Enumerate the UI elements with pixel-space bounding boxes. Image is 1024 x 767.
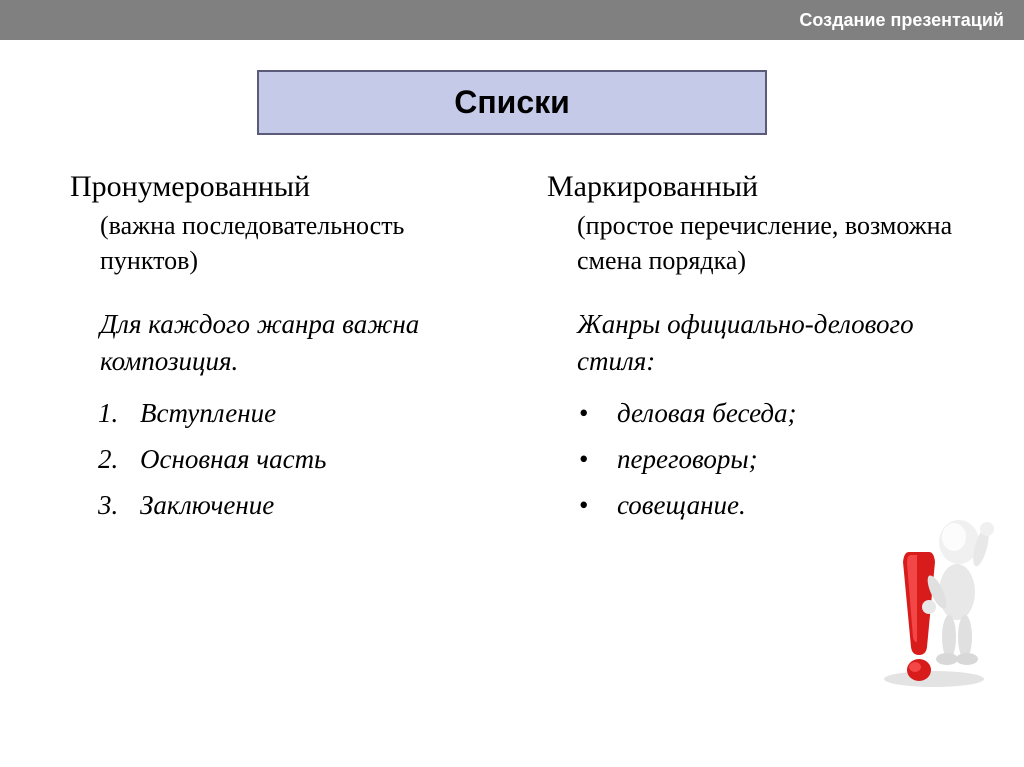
right-intro: Жанры официально-делового стиля: bbox=[547, 306, 974, 379]
left-intro: Для каждого жанра важна композиция. bbox=[70, 306, 497, 379]
header-label: Создание презентаций bbox=[799, 10, 1004, 31]
slide-title-box: Списки bbox=[257, 70, 767, 135]
list-item: деловая беседа; bbox=[547, 391, 974, 437]
mascot-icon bbox=[869, 507, 999, 687]
right-column: Маркированный (простое перечисление, воз… bbox=[547, 170, 974, 529]
content-columns: Пронумерованный (важна последовательност… bbox=[0, 170, 1024, 529]
list-item: Основная часть bbox=[70, 437, 497, 483]
left-column: Пронумерованный (важна последовательност… bbox=[70, 170, 497, 529]
left-sub: (важна последовательность пунктов) bbox=[70, 208, 497, 278]
numbered-list: Вступление Основная часть Заключение bbox=[70, 391, 497, 529]
header-bar: Создание презентаций bbox=[0, 0, 1024, 40]
right-heading: Маркированный bbox=[547, 170, 974, 204]
left-heading: Пронумерованный bbox=[70, 170, 497, 204]
slide-title: Списки bbox=[259, 84, 765, 121]
list-item: переговоры; bbox=[547, 437, 974, 483]
right-sub: (простое перечисление, возможна смена по… bbox=[547, 208, 974, 278]
list-item: Вступление bbox=[70, 391, 497, 437]
list-item: Заключение bbox=[70, 483, 497, 529]
